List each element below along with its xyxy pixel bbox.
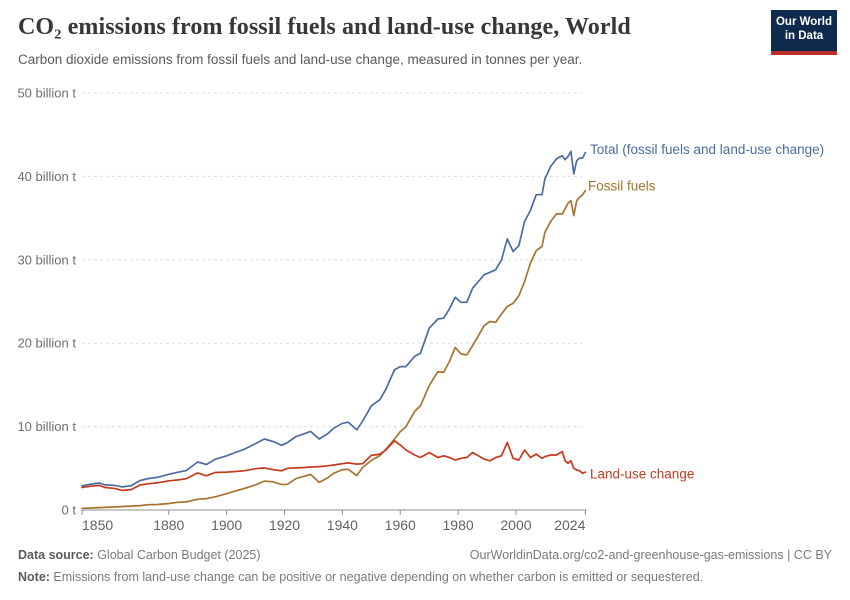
y-axis-label: 30 billion t (17, 252, 76, 267)
owid-logo-line1: Our World (775, 16, 832, 28)
y-axis-label: 0 t (62, 503, 77, 518)
x-axis-label: 2024 (554, 517, 585, 533)
y-axis-label: 40 billion t (17, 169, 76, 184)
x-axis-label: 1880 (153, 517, 184, 533)
x-axis-label: 1920 (269, 517, 300, 533)
data-source: Data source: Global Carbon Budget (2025) (18, 545, 261, 566)
x-axis-label: 1940 (327, 517, 358, 533)
x-axis-label: 1980 (443, 517, 474, 533)
chart-subtitle: Carbon dioxide emissions from fossil fue… (18, 51, 583, 67)
owid-logo[interactable]: Our World in Data (771, 10, 837, 55)
note-label: Note: (18, 569, 50, 584)
data-source-value: Global Carbon Budget (2025) (93, 548, 261, 562)
x-axis-label: 1960 (385, 517, 416, 533)
y-axis-label: 10 billion t (17, 419, 76, 434)
page-title: CO₂ emissions from fossil fuels and land… (18, 14, 631, 40)
x-axis-label: 1900 (211, 517, 242, 533)
series-line-fossil (81, 189, 587, 510)
owid-url-link[interactable]: OurWorldinData.org/co2-and-greenhouse-ga… (469, 548, 832, 562)
x-axis-label: 2000 (500, 517, 531, 533)
emissions-line-chart[interactable]: 0 t 10 billion t 20 billion t 30 billion t 4… (0, 80, 850, 540)
series-label-land_use[interactable]: Land-use change (590, 467, 694, 482)
chart-footer: Data source: Global Carbon Budget (2025)… (18, 545, 832, 587)
note-text: Emissions from land-use change can be po… (49, 569, 704, 584)
x-axis-label: 1850 (82, 517, 113, 533)
series-line-total (81, 150, 587, 488)
owid-logo-line2: in Data (784, 30, 824, 43)
data-source-label: Data source: (18, 548, 94, 562)
series-line-land_use (81, 439, 587, 492)
y-axis-label: 20 billion t (17, 336, 76, 351)
y-axis-label: 50 billion t (17, 86, 76, 101)
series-label-fossil[interactable]: Fossil fuels (588, 179, 656, 194)
series-label-total[interactable]: Total (fossil fuels and land-use change) (590, 142, 824, 157)
chart-header: CO₂ emissions from fossil fuels and land… (18, 14, 832, 68)
